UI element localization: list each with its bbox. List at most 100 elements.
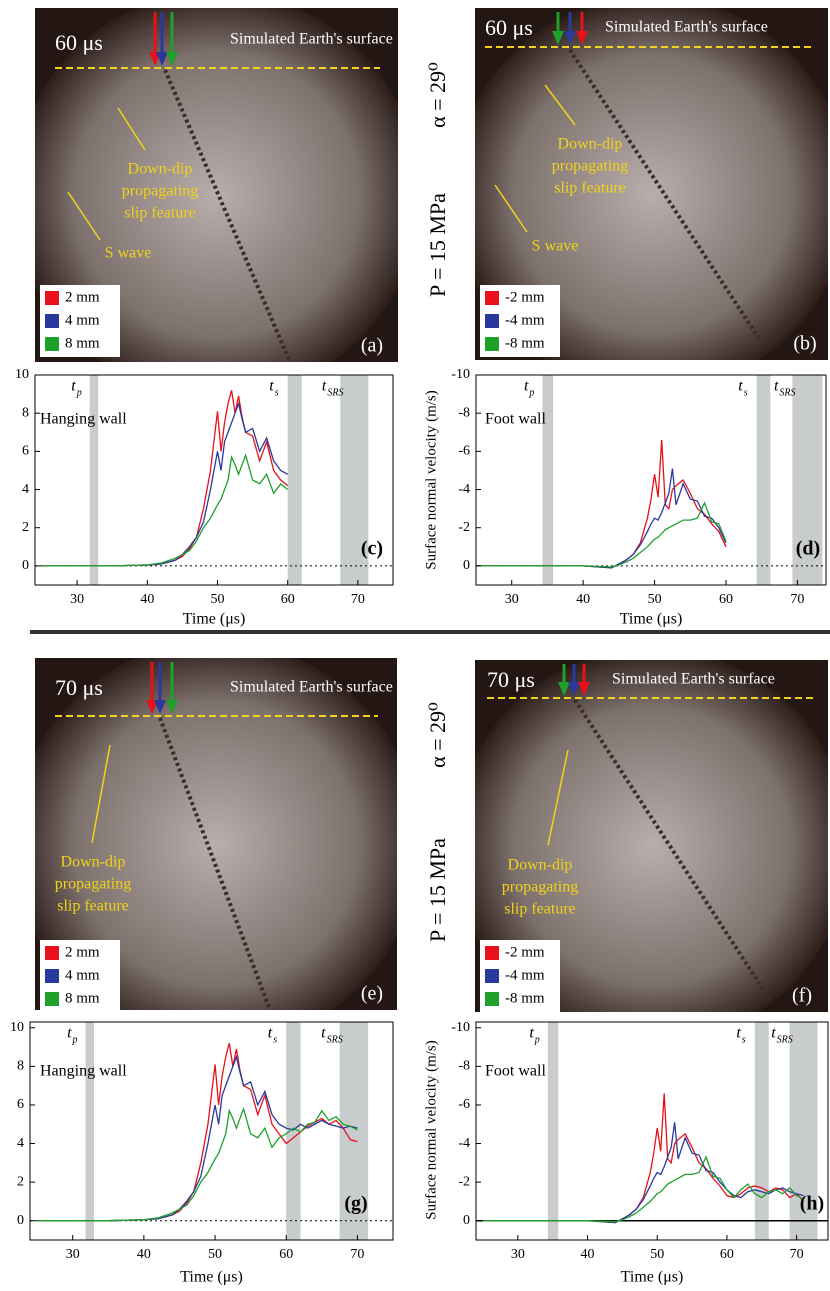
legend-swatch xyxy=(485,946,499,960)
fault-trace xyxy=(163,69,292,362)
x-axis-label: Time (μs) xyxy=(180,1269,243,1286)
photo-field xyxy=(475,8,828,360)
y-tick-label: -10 xyxy=(451,1020,470,1035)
band-label: t xyxy=(524,378,529,395)
band-label: t xyxy=(774,378,779,395)
time-band xyxy=(340,375,369,585)
legend-swatch xyxy=(485,992,499,1006)
photo-field xyxy=(35,8,398,362)
legend-label: -2 mm xyxy=(505,289,545,305)
time-label: 60 μs xyxy=(55,30,103,55)
y-tick-label: -4 xyxy=(458,482,470,497)
photo xyxy=(475,8,828,360)
y-tick-label: 10 xyxy=(10,1020,24,1035)
time-band xyxy=(286,1022,301,1240)
x-tick-label: 60 xyxy=(719,592,733,607)
arrow-head xyxy=(564,31,576,45)
annotation: Down-dip xyxy=(558,136,623,153)
annotation: slip feature xyxy=(124,205,196,222)
time-label: 70 μs xyxy=(487,667,535,692)
band-subscript: p xyxy=(528,387,534,398)
x-tick-label: 70 xyxy=(350,1247,364,1262)
band-subscript: s xyxy=(275,387,279,398)
annotation-pointer xyxy=(547,749,569,846)
arrow-head xyxy=(154,700,166,714)
annotation-pointer xyxy=(494,184,528,233)
band-label: t xyxy=(269,378,274,395)
band-subscript: SRS xyxy=(777,1034,793,1045)
time-band xyxy=(754,1022,769,1240)
annotation: propagating xyxy=(552,158,628,175)
x-tick-label: 50 xyxy=(650,1247,664,1262)
y-tick-label: 8 xyxy=(22,405,29,420)
y-tick-label: -2 xyxy=(458,520,470,535)
time-band xyxy=(542,375,554,585)
annotation: slip feature xyxy=(57,898,129,915)
y-tick-label: 2 xyxy=(17,1174,24,1189)
annotation: Down-dip xyxy=(128,161,193,178)
legend-swatch xyxy=(45,314,59,328)
y-tick-label: 10 xyxy=(15,367,29,382)
arrow-head xyxy=(558,682,570,696)
x-tick-label: 50 xyxy=(208,1247,222,1262)
photo xyxy=(35,658,397,1010)
time-label: 60 μs xyxy=(485,15,533,40)
annotation: propagating xyxy=(502,879,578,896)
condition-label: α = 29⁰ xyxy=(425,62,450,128)
x-tick-label: 70 xyxy=(790,1247,804,1262)
photo xyxy=(475,660,828,1012)
panel-label: (b) xyxy=(793,333,816,355)
y-tick-label: 6 xyxy=(17,1097,24,1112)
band-subscript: s xyxy=(742,1034,746,1045)
legend-swatch xyxy=(45,969,59,983)
band-label: t xyxy=(67,1025,72,1042)
plot-frame xyxy=(29,1021,394,1241)
time-band xyxy=(89,375,99,585)
series-line xyxy=(42,453,289,567)
legend-swatch xyxy=(485,314,499,328)
arrow-head xyxy=(156,52,168,66)
time-band xyxy=(287,375,302,585)
band-label: t xyxy=(71,378,76,395)
x-axis-label: Time (μs) xyxy=(183,611,246,628)
time-band xyxy=(85,1022,95,1240)
annotation: Down-dip xyxy=(508,857,573,874)
plot-frame xyxy=(475,374,827,586)
annotation-pointer xyxy=(91,744,111,844)
fault-trace xyxy=(568,48,762,342)
legend-swatch xyxy=(45,946,59,960)
x-tick-label: 40 xyxy=(576,592,590,607)
legend-swatch xyxy=(45,291,59,305)
legend-swatch xyxy=(45,992,59,1006)
x-tick-label: 40 xyxy=(140,592,154,607)
x-tick-label: 40 xyxy=(137,1247,151,1262)
x-tick-label: 70 xyxy=(790,592,804,607)
annotation: propagating xyxy=(55,876,131,893)
y-axis-label: Surface normal velocity (m/s) xyxy=(423,1040,439,1220)
band-label: t xyxy=(268,1025,273,1042)
arrow-head xyxy=(166,52,178,66)
y-tick-label: 2 xyxy=(22,520,29,535)
series-line xyxy=(42,401,289,567)
legend-swatch xyxy=(485,337,499,351)
series-line xyxy=(476,439,727,569)
annotation: Down-dip xyxy=(61,854,126,871)
panel-label: (h) xyxy=(800,1193,824,1215)
plot-frame xyxy=(475,1021,829,1241)
band-subscript: SRS xyxy=(327,1034,343,1045)
x-tick-label: 30 xyxy=(505,592,519,607)
band-subscript: SRS xyxy=(327,387,343,398)
band-label: t xyxy=(771,1025,776,1042)
time-band xyxy=(547,1022,559,1240)
legend-label: 4 mm xyxy=(65,967,100,983)
surface-label: Simulated Earth's surface xyxy=(230,679,393,696)
legend-label: -8 mm xyxy=(505,990,545,1006)
x-axis-label: Time (μs) xyxy=(621,1269,684,1286)
panel-label: (g) xyxy=(344,1193,367,1215)
series-line xyxy=(482,1155,804,1223)
arrow-head xyxy=(166,700,178,714)
band-subscript: p xyxy=(72,1034,78,1045)
band-subscript: p xyxy=(534,1034,540,1045)
y-tick-label: 0 xyxy=(17,1213,24,1228)
